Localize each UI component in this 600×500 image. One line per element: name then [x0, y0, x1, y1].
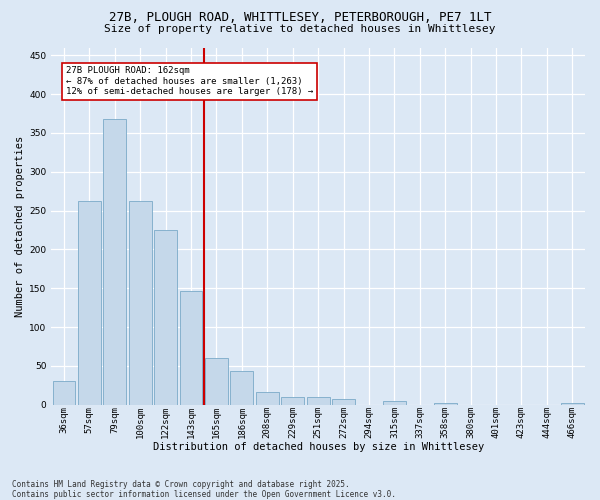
- Bar: [179, 290, 202, 405]
- Bar: [103, 119, 126, 405]
- Bar: [154, 230, 177, 404]
- Bar: [78, 201, 101, 404]
- Bar: [256, 392, 279, 404]
- Text: 27B PLOUGH ROAD: 162sqm
← 87% of detached houses are smaller (1,263)
12% of semi: 27B PLOUGH ROAD: 162sqm ← 87% of detache…: [66, 66, 313, 96]
- Text: 27B, PLOUGH ROAD, WHITTLESEY, PETERBOROUGH, PE7 1LT: 27B, PLOUGH ROAD, WHITTLESEY, PETERBOROU…: [109, 11, 491, 24]
- Bar: [230, 370, 253, 404]
- Bar: [53, 382, 76, 404]
- Y-axis label: Number of detached properties: Number of detached properties: [15, 136, 25, 316]
- Bar: [561, 403, 584, 404]
- Text: Contains HM Land Registry data © Crown copyright and database right 2025.
Contai: Contains HM Land Registry data © Crown c…: [12, 480, 396, 499]
- Bar: [434, 403, 457, 404]
- Bar: [307, 397, 329, 404]
- Text: Size of property relative to detached houses in Whittlesey: Size of property relative to detached ho…: [104, 24, 496, 34]
- Bar: [383, 401, 406, 404]
- Bar: [281, 397, 304, 404]
- Bar: [332, 400, 355, 404]
- X-axis label: Distribution of detached houses by size in Whittlesey: Distribution of detached houses by size …: [152, 442, 484, 452]
- Bar: [205, 358, 228, 405]
- Bar: [129, 201, 152, 404]
